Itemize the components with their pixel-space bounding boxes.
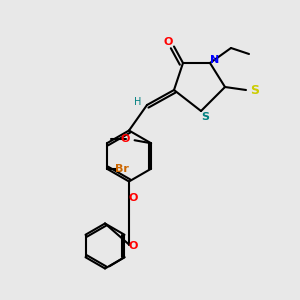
Text: H: H — [134, 97, 142, 107]
Text: O: O — [163, 37, 173, 47]
Text: S: S — [202, 112, 209, 122]
Text: Br: Br — [115, 164, 129, 174]
Text: O: O — [121, 134, 130, 144]
Text: O: O — [129, 193, 138, 203]
Text: S: S — [250, 83, 260, 97]
Text: N: N — [210, 55, 219, 65]
Text: O: O — [129, 241, 138, 251]
